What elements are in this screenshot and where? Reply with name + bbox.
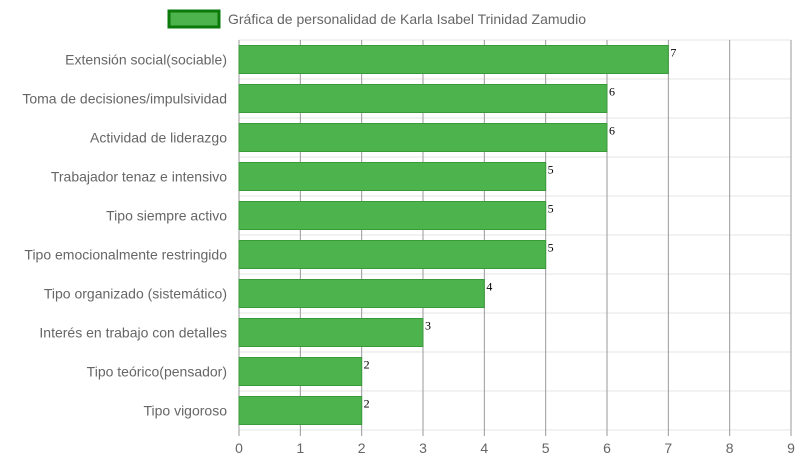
legend-label[interactable]: Gráfica de personalidad de Karla Isabel … [228,11,586,27]
bar [238,84,608,113]
legend-swatch[interactable] [167,9,221,29]
bar [238,396,363,425]
data-label: 6 [609,85,615,99]
data-labels: 7 6 6 5 5 5 4 3 2 2 [364,46,677,411]
bars [238,45,669,425]
x-tick-label: 4 [480,440,488,456]
category-label: Interés en trabajo con detalles [39,325,227,341]
x-tick-label: 9 [787,440,795,456]
bar [238,279,485,308]
x-tick-label: 8 [726,440,734,456]
data-label: 5 [548,163,554,177]
bar [238,201,547,230]
bar [238,318,424,347]
data-label: 2 [364,358,370,372]
category-label: Actividad de liderazgo [90,130,227,146]
bar [238,123,608,152]
data-label: 3 [425,319,431,333]
x-axis-ticks: 0 1 2 3 4 5 6 7 8 9 [235,440,795,456]
bar [238,162,547,191]
bar [238,45,669,74]
category-label: Extensión social(sociable) [65,52,227,68]
bar [238,240,547,269]
x-tick-label: 0 [235,440,243,456]
x-tick-label: 5 [542,440,550,456]
category-label: Tipo organizado (sistemático) [44,286,227,302]
data-label: 7 [670,46,676,60]
category-label: Tipo emocionalmente restringido [24,247,227,263]
category-label: Tipo siempre activo [106,208,227,224]
data-label: 5 [548,202,554,216]
category-label: Toma de decisiones/impulsividad [22,91,227,107]
category-labels: Extensión social(sociable) Toma de decisi… [22,52,227,419]
bar [238,357,363,386]
data-label: 6 [609,124,615,138]
legend[interactable]: Gráfica de personalidad de Karla Isabel … [167,9,586,29]
data-label: 5 [548,241,554,255]
x-tick-label: 3 [419,440,427,456]
category-label: Trabajador tenaz e intensivo [51,169,227,185]
category-label: Tipo teórico(pensador) [87,364,227,380]
category-label: Tipo vigoroso [143,403,227,419]
x-tick-label: 7 [664,440,672,456]
data-label: 4 [486,280,492,294]
x-tick-label: 1 [296,440,304,456]
x-tick-label: 2 [358,440,366,456]
data-label: 2 [364,397,370,411]
x-tick-label: 6 [603,440,611,456]
